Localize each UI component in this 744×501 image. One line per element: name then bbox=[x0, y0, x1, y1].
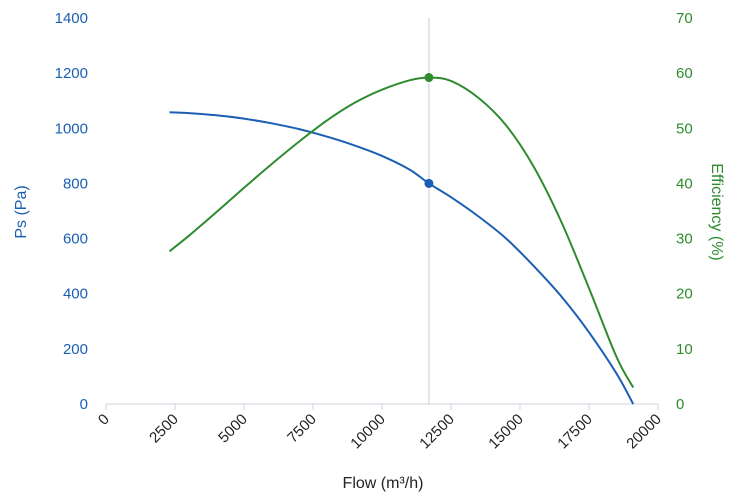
ps-curve-line bbox=[169, 111, 635, 405]
efficiency-curve-line bbox=[168, 76, 635, 388]
right-tick-label: 50 bbox=[676, 120, 693, 137]
right-tick-label: 70 bbox=[676, 10, 693, 27]
right-tick-label: 0 bbox=[676, 396, 684, 413]
x-tick-label: 17500 bbox=[554, 411, 596, 453]
x-tick-label: 5000 bbox=[215, 411, 251, 447]
x-tick-label: 10000 bbox=[347, 411, 389, 453]
right-tick-label: 10 bbox=[676, 341, 693, 358]
left-tick-label: 1200 bbox=[55, 65, 88, 82]
right-tick-label: 40 bbox=[676, 175, 693, 192]
left-axis-ticks: 0 200 400 600 800 1000 1200 1400 bbox=[55, 10, 88, 413]
x-tick-label: 2500 bbox=[146, 411, 182, 447]
series-layer bbox=[168, 73, 635, 405]
right-tick-label: 60 bbox=[676, 65, 693, 82]
right-tick-label: 20 bbox=[676, 286, 693, 303]
x-tick-label: 7500 bbox=[284, 411, 320, 447]
left-tick-label: 600 bbox=[63, 231, 88, 248]
x-tick-label: 12500 bbox=[416, 411, 458, 453]
left-axis-title: Ps (Pa) bbox=[13, 185, 30, 238]
x-axis-title: Flow (m³/h) bbox=[343, 475, 424, 492]
x-axis-ticks: 0 2500 5000 7500 10000 12500 15000 17500 20000 bbox=[95, 404, 665, 452]
x-tick-label: 15000 bbox=[485, 411, 527, 453]
left-tick-label: 0 bbox=[80, 396, 88, 413]
right-axis-title: Efficiency (%) bbox=[708, 163, 725, 261]
left-tick-label: 200 bbox=[63, 341, 88, 358]
left-tick-label: 1000 bbox=[55, 120, 88, 137]
x-tick-label: 0 bbox=[95, 411, 113, 429]
x-tick-label: 20000 bbox=[623, 411, 665, 453]
left-tick-label: 800 bbox=[63, 175, 88, 192]
left-tick-label: 400 bbox=[63, 286, 88, 303]
ps-operating-point-marker bbox=[424, 178, 434, 188]
right-tick-label: 30 bbox=[676, 231, 693, 248]
plot-area bbox=[106, 18, 658, 405]
efficiency-operating-point-marker bbox=[424, 73, 434, 83]
left-tick-label: 1400 bbox=[55, 10, 88, 27]
right-axis-ticks: 0 10 20 30 40 50 60 70 bbox=[676, 10, 693, 413]
